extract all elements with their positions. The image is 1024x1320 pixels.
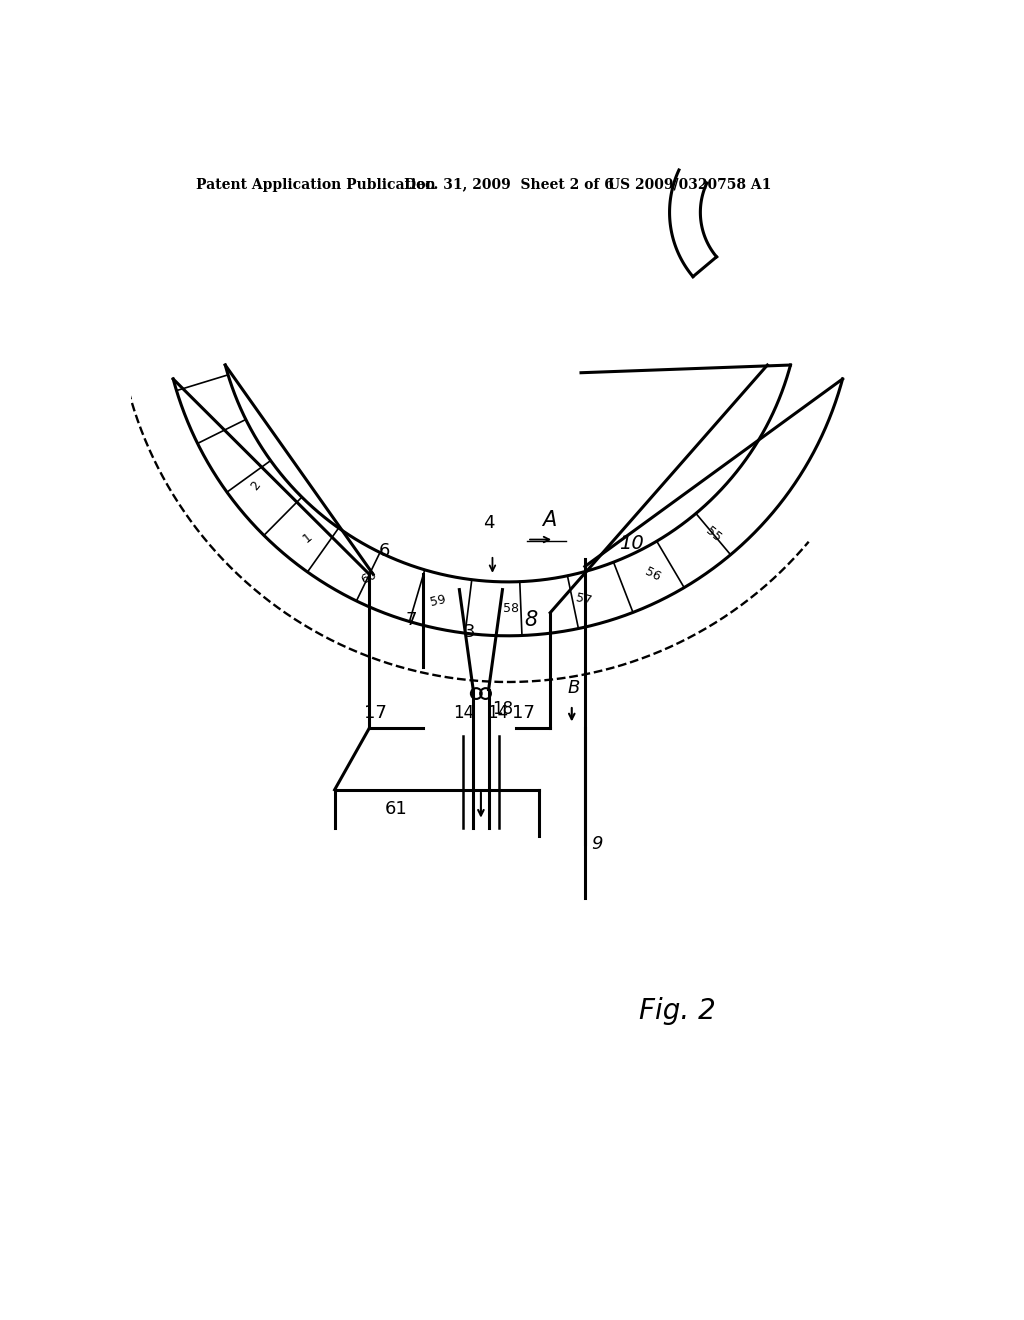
- Text: 1: 1: [300, 531, 314, 545]
- Text: 14: 14: [454, 704, 474, 722]
- Text: 57: 57: [574, 591, 593, 609]
- Text: 55: 55: [702, 524, 724, 544]
- Text: 3: 3: [464, 623, 475, 642]
- Text: Patent Application Publication: Patent Application Publication: [196, 178, 435, 191]
- Text: 2: 2: [249, 479, 263, 494]
- Text: 59: 59: [429, 593, 447, 610]
- Text: B: B: [567, 680, 580, 697]
- Text: US 2009/0320758 A1: US 2009/0320758 A1: [608, 178, 771, 191]
- Text: 18: 18: [493, 700, 514, 718]
- Text: 56: 56: [642, 565, 663, 583]
- Text: 17: 17: [364, 704, 387, 722]
- Text: 58: 58: [503, 602, 519, 615]
- Text: Fig. 2: Fig. 2: [639, 997, 716, 1024]
- Text: 61: 61: [385, 800, 408, 818]
- Text: 6: 6: [379, 543, 390, 560]
- Text: 60: 60: [359, 568, 379, 586]
- Text: 10: 10: [620, 533, 644, 553]
- Text: 7: 7: [406, 611, 418, 630]
- Text: 4: 4: [483, 513, 495, 532]
- Text: 14: 14: [487, 704, 508, 722]
- Text: A: A: [543, 510, 557, 529]
- Text: 9: 9: [591, 834, 602, 853]
- Text: 17: 17: [512, 704, 535, 722]
- Text: 8: 8: [524, 610, 538, 631]
- Text: Dec. 31, 2009  Sheet 2 of 6: Dec. 31, 2009 Sheet 2 of 6: [403, 178, 613, 191]
